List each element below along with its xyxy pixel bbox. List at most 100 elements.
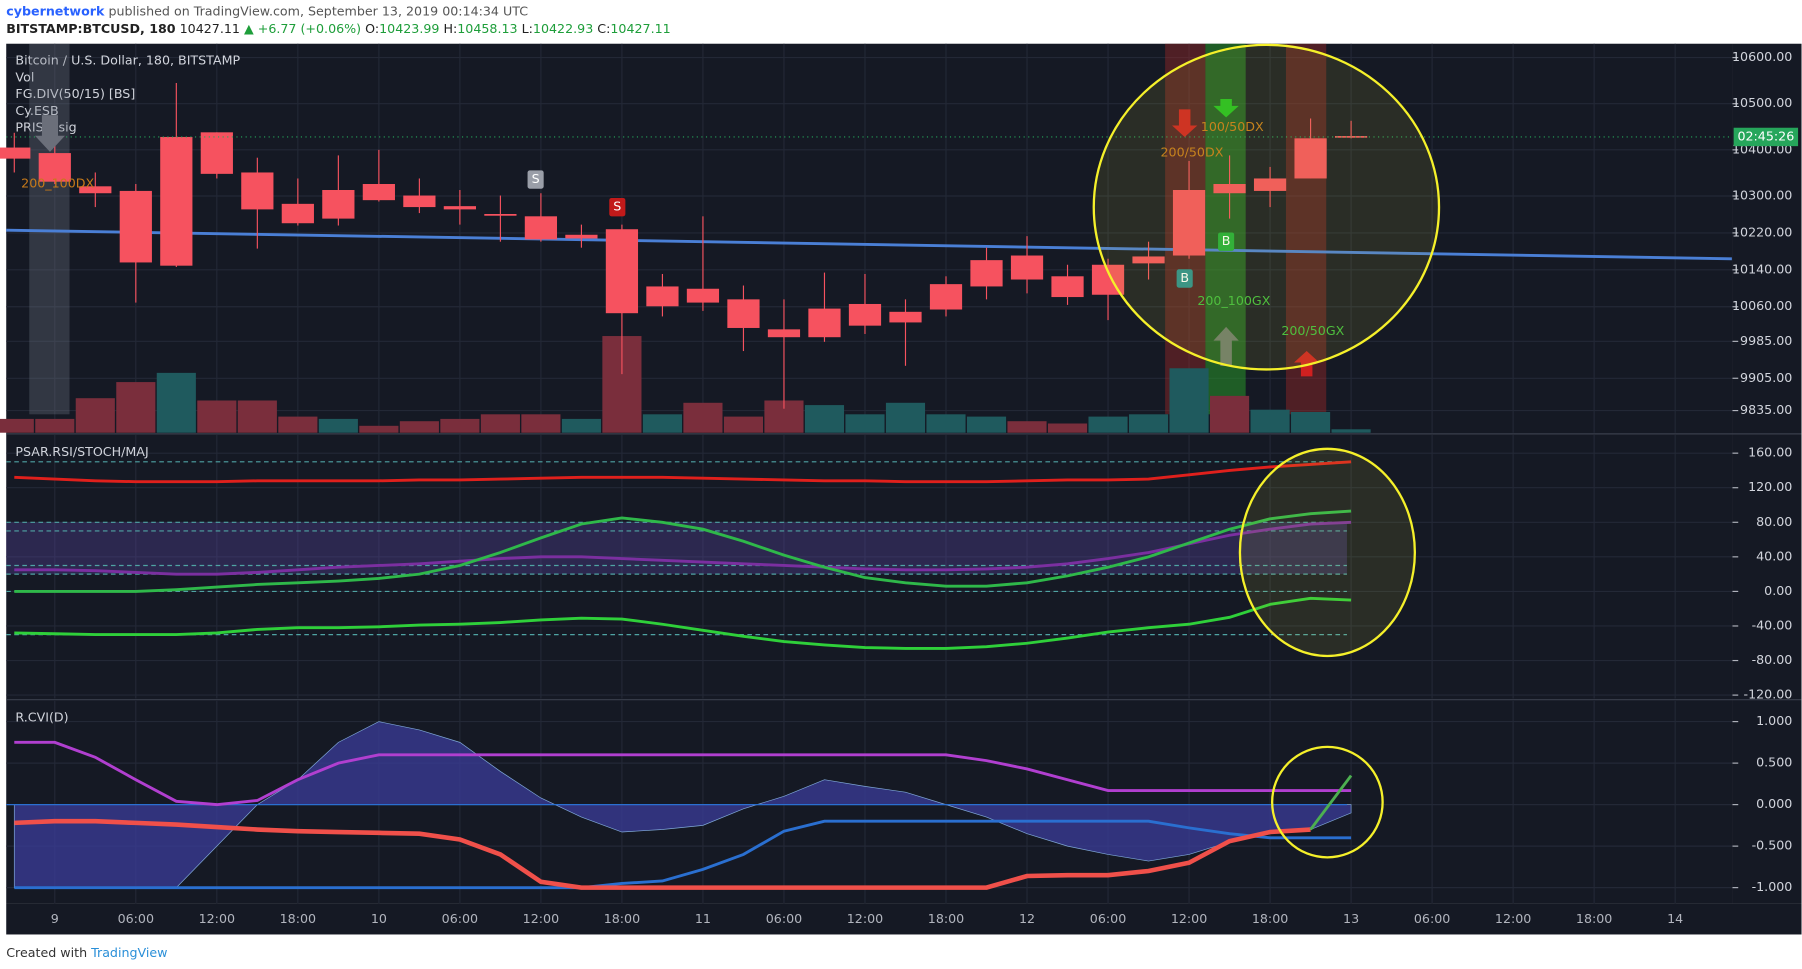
- series-line: [14, 818, 1311, 890]
- pane-legend: Vol: [15, 69, 34, 84]
- candle-body: [241, 172, 274, 210]
- volume-bar: [278, 416, 318, 433]
- pane-legend: Bitcoin / U.S. Dollar, 180, BITSTAMP: [15, 52, 240, 67]
- change: ▲ +6.77 (+0.06%): [244, 20, 361, 35]
- candle-body: [808, 308, 841, 338]
- y-tick-label: 0.000: [1756, 796, 1792, 811]
- x-tick-label: 12:00: [199, 911, 235, 926]
- highlight-circle: [1270, 745, 1384, 859]
- y-tick-label: 10140.00: [1732, 261, 1792, 276]
- volume-bar: [966, 416, 1007, 433]
- volume-bar: [1047, 423, 1088, 433]
- series-line: [14, 819, 1352, 890]
- candle-body: [565, 234, 598, 239]
- candle-body: [38, 153, 71, 182]
- ohlc-value: 10427.11: [610, 20, 670, 35]
- x-tick-label: 12:00: [1171, 911, 1207, 926]
- annotation: 200_100GX: [1197, 293, 1270, 308]
- candle-body: [281, 203, 314, 224]
- signal-marker: [1218, 232, 1235, 251]
- volume-bar: [926, 414, 966, 433]
- ohlc-value: 10422.93: [533, 20, 593, 35]
- signal-marker: [609, 197, 626, 217]
- x-tick-label: 10: [371, 911, 387, 926]
- x-tick-label: 18:00: [1576, 911, 1612, 926]
- trendline: [6, 228, 1732, 261]
- time-axis: [6, 903, 1802, 935]
- arrow: [1213, 326, 1239, 366]
- x-tick-label: 12: [1019, 911, 1035, 926]
- y-tick-label: 9905.00: [1740, 370, 1792, 385]
- x-tick-label: 18:00: [604, 911, 640, 926]
- y-tick-label: 120.00: [1748, 479, 1792, 494]
- pane-legend: R.CVI(D): [15, 710, 68, 725]
- candle-body: [403, 195, 436, 208]
- volume-bar: [723, 416, 764, 433]
- x-tick-label: 06:00: [766, 911, 802, 926]
- candle-body: [79, 186, 112, 194]
- candle-body: [848, 303, 882, 326]
- candle-body: [889, 311, 922, 323]
- candle-body: [322, 190, 355, 219]
- volume-bar: [0, 418, 34, 433]
- y-tick-label: 160.00: [1748, 445, 1792, 460]
- x-tick-label: 12:00: [847, 911, 883, 926]
- candle-body: [160, 136, 193, 266]
- volume-bar: [683, 402, 723, 433]
- pane-legend: FG.DIV(50/15) [BS]: [15, 86, 135, 101]
- pane-legend: Cy.ESB: [15, 103, 58, 118]
- annotation: 200/50DX: [1161, 145, 1224, 160]
- level-zone: [6, 522, 1347, 575]
- candle-body: [1253, 178, 1287, 191]
- published-line: cybernetwork published on TradingView.co…: [6, 3, 528, 18]
- x-tick-label: 12:00: [1495, 911, 1531, 926]
- volume-bar: [116, 382, 156, 433]
- series-line: [14, 596, 1352, 650]
- ohlc-key: L:: [522, 20, 533, 35]
- y-tick-label: 9985.00: [1740, 333, 1792, 348]
- signal-marker-text: S: [613, 199, 621, 214]
- candle-body: [727, 299, 760, 328]
- x-tick-label: 06:00: [442, 911, 478, 926]
- volume-bar: [1169, 368, 1209, 433]
- plot-area: [6, 43, 1733, 904]
- volume-bar: [1007, 421, 1047, 433]
- x-tick-label: 14: [1667, 911, 1683, 926]
- annotation: 200/50GX: [1281, 323, 1344, 338]
- layers: 9 06:00 12:00 18:00 10 06:00 12:00 18:00 11 06:00…: [0, 43, 1802, 926]
- author[interactable]: cybernetwork: [6, 3, 105, 18]
- y-tick-label: 0.500: [1756, 755, 1792, 770]
- price-axis: [1732, 43, 1802, 904]
- candle-body: [200, 132, 233, 174]
- y-tick-label: 0.00: [1764, 583, 1792, 598]
- volume-bar: [399, 421, 439, 433]
- x-tick-label: 06:00: [1090, 911, 1126, 926]
- candle-body: [1051, 276, 1084, 298]
- arrow: [34, 115, 65, 152]
- volume-bar: [561, 418, 601, 433]
- ohlc-key: C:: [597, 20, 610, 35]
- last-price: 10427.11: [180, 20, 240, 35]
- footer-brand[interactable]: TradingView: [90, 944, 167, 959]
- x-tick-label: 11: [695, 911, 711, 926]
- signal-marker: [1176, 269, 1193, 288]
- x-tick-label: 13: [1343, 911, 1359, 926]
- last-price-tag: [1733, 127, 1799, 147]
- volume-bar: [1209, 395, 1250, 433]
- y-tick-label: 10500.00: [1732, 95, 1792, 110]
- volume-bar: [1250, 409, 1290, 433]
- symbol: BITSTAMP:BTCUSD, 180: [6, 20, 176, 35]
- volume-bar: [521, 414, 561, 433]
- signal-marker: [527, 170, 544, 189]
- volume-bar: [1128, 414, 1169, 433]
- candle-body: [767, 329, 801, 338]
- y-tick-label: 10060.00: [1732, 298, 1792, 313]
- volume-bar: [318, 418, 358, 433]
- candle-body: [1172, 190, 1206, 256]
- volume-bar: [480, 414, 520, 433]
- candle-body: [0, 147, 31, 159]
- candle-body: [484, 213, 517, 216]
- ohlc-value: 10458.13: [457, 20, 517, 35]
- arrow: [1213, 98, 1239, 118]
